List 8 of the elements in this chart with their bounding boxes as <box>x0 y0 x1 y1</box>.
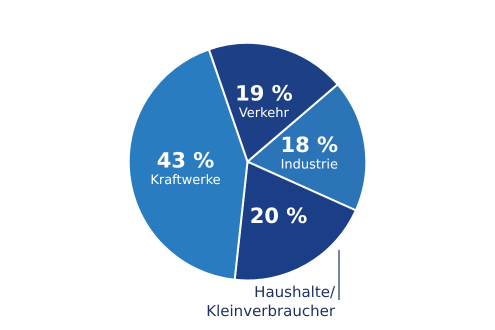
data-label: 43 % <box>156 148 214 173</box>
data-label: 18 % <box>280 132 338 157</box>
slice-label: Industrie <box>280 157 338 172</box>
slice-label: Verkehr <box>238 106 290 121</box>
data-label: 20 % <box>250 204 308 228</box>
slice-label: Kraftwerke <box>150 173 221 188</box>
slice-label: Haushalte/Kleinverbraucher <box>205 283 335 321</box>
data-label: 19 % <box>235 81 293 106</box>
